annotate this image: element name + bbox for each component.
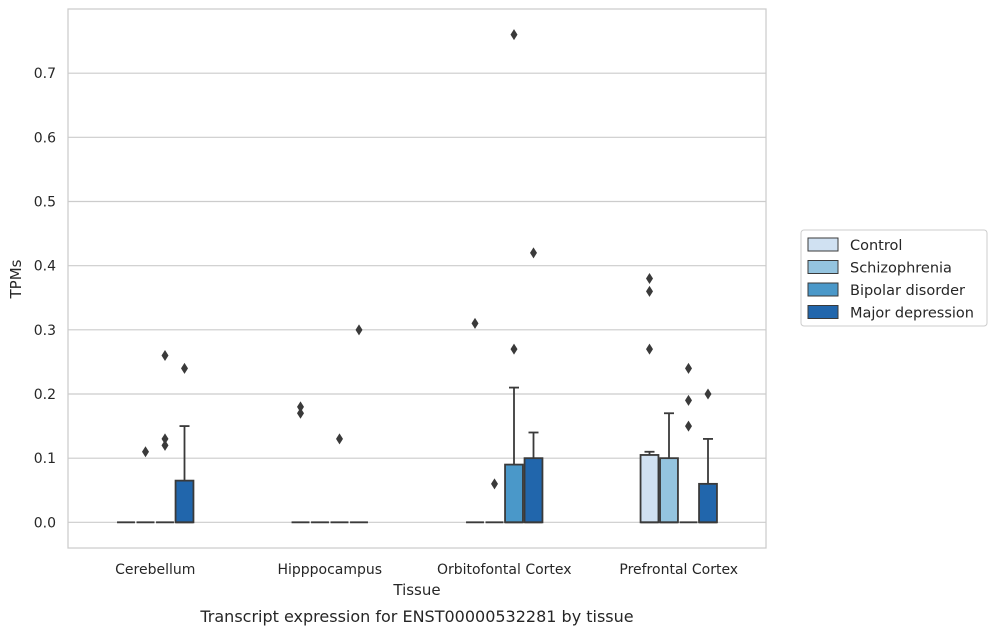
box-body [523, 457, 544, 524]
box-body [504, 463, 524, 524]
outlier-marker [161, 350, 169, 361]
outlier-marker [297, 407, 304, 419]
outlier-marker [685, 394, 692, 406]
x-tick-label: Orbitofontal Cortex [437, 562, 572, 578]
grid-lines [68, 72, 766, 523]
y-tick-labels: 0.0 0.1 0.2 0.3 0.4 0.5 0.6 0.7 [34, 66, 56, 531]
y-tick-label: 0.6 [34, 130, 56, 146]
legend-frame [800, 229, 988, 327]
outlier-marker [646, 285, 653, 297]
outlier-marker [685, 362, 692, 374]
legend-label: Bipolar disorder [850, 283, 965, 299]
outlier-marker [471, 317, 479, 329]
legend-swatch [807, 305, 839, 319]
plot-frame [67, 8, 767, 549]
outlier-marker [336, 433, 343, 445]
outlier-marker [510, 343, 518, 355]
y-tick-label: 0.3 [34, 323, 56, 339]
box-bipolar-disorder [504, 386, 524, 524]
box-series [117, 386, 718, 524]
outlier-marker [530, 247, 537, 259]
outlier-marker [161, 433, 169, 445]
y-tick-label: 0.1 [34, 451, 56, 467]
y-axis-label: TPMs [7, 259, 25, 299]
box-body [659, 457, 679, 524]
y-tick-label: 0.4 [34, 259, 56, 275]
box-major-depression [174, 425, 195, 524]
x-axis-label: Tissue [392, 581, 440, 599]
box-major-depression [523, 431, 544, 524]
outlier-marker [297, 401, 304, 413]
outlier-marker [161, 439, 169, 451]
legend-label: Schizophrenia [850, 261, 952, 277]
y-tick-label: 0.7 [34, 66, 56, 82]
y-tick-label: 0.5 [34, 195, 56, 211]
outlier-points [142, 29, 712, 490]
outlier-marker [646, 343, 653, 355]
legend-swatch [807, 260, 839, 274]
outlier-marker [646, 273, 653, 284]
outlier-marker [510, 29, 518, 41]
box-body [639, 454, 660, 524]
box-schizophrenia [659, 412, 679, 524]
x-tick-label: Prefrontal Cortex [619, 562, 738, 578]
box-body [174, 479, 195, 524]
legend-swatch [807, 282, 839, 297]
box-control [639, 450, 660, 524]
outlier-marker [704, 388, 712, 400]
box-major-depression [698, 438, 718, 524]
y-tick-label: 0.0 [34, 515, 56, 531]
box-body [698, 482, 718, 524]
legend-label: Major depression [850, 306, 974, 322]
legend-swatch [807, 237, 839, 252]
legend-label: Control [850, 238, 902, 254]
outlier-marker [491, 478, 498, 490]
x-tick-labels: Cerebellum Hipppocampus Orbitofontal Corte… [115, 562, 738, 578]
x-tick-label: Hipppocampus [277, 562, 382, 578]
outlier-marker [685, 420, 692, 432]
outlier-marker [181, 362, 188, 374]
x-tick-label: Cerebellum [115, 562, 195, 578]
y-tick-label: 0.2 [34, 387, 56, 403]
legend: Control Schizophrenia Bipolar disorder Majo… [800, 229, 988, 327]
chart-caption: Transcript expression for ENST0000053228… [199, 607, 633, 626]
outlier-marker [355, 324, 363, 336]
outlier-marker [142, 446, 149, 458]
